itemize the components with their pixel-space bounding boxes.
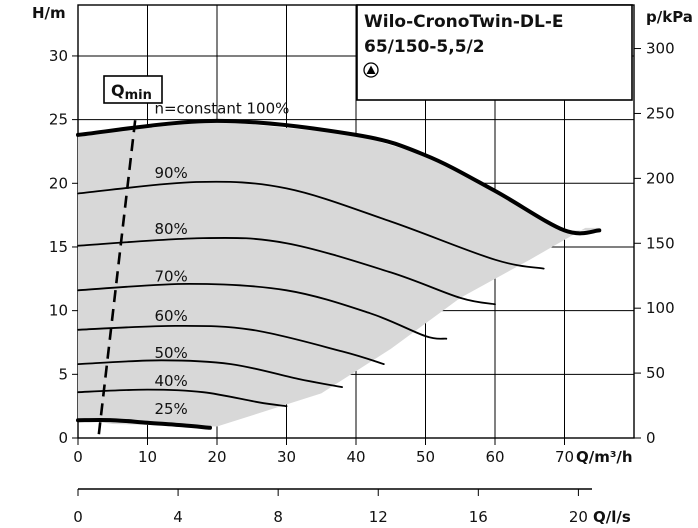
y-axis-left-label: H/m [32,4,66,22]
curve-label: 50% [154,344,187,362]
operating-range-area [78,120,600,427]
curve-7 [76,417,212,430]
curve-0 [76,118,602,236]
y2-tick-label: 250 [646,104,675,122]
curve-label: n=constant 100% [154,99,289,117]
qmin-label: Qmin [103,75,163,104]
qmin-text: Qmin [111,81,152,103]
curve-1 [77,180,545,270]
x2-tick-label: 0 [73,508,83,526]
y-tick-label: 25 [49,111,68,129]
single-pump-icon [363,62,379,78]
curve-label: 80% [154,220,187,238]
y2-tick-label: 200 [646,169,675,187]
x-tick-label: 30 [277,448,296,466]
curve-label: 40% [154,372,187,390]
y-axis-right-label: p/kPa [646,8,693,26]
x-axis-label: Q/m³/h [576,448,633,466]
curve-4 [77,324,385,365]
y2-tick-label: 100 [646,299,675,317]
y2-tick-label: 50 [646,364,665,382]
curve-label: 70% [154,267,187,285]
x2-axis-label: Q/l/s [593,508,631,526]
y2-tick-label: 300 [646,40,675,58]
y-tick-label: 15 [49,238,68,256]
y2-tick-label: 150 [646,234,675,252]
x2-tick-label: 4 [173,508,183,526]
y-tick-label: 10 [49,302,68,320]
curve-3 [77,282,448,340]
y-tick-label: 0 [58,429,68,447]
curve-2 [77,236,496,306]
x-tick-label: 10 [138,448,157,466]
x-tick-label: 0 [73,448,83,466]
curve-label: 25% [154,400,187,418]
x2-tick-label: 20 [569,508,588,526]
curve-label: 60% [154,307,187,325]
x2-tick-label: 8 [273,508,283,526]
chart-title: Wilo-CronoTwin-DL-E [364,12,564,32]
x-tick-label: 40 [346,448,365,466]
y-tick-label: 30 [49,47,68,65]
curve-layer [76,115,602,435]
qmin-line [97,115,137,435]
x2-tick-label: 12 [369,508,388,526]
y2-tick-label: 0 [646,429,656,447]
curve-label-layer: n=constant 100% 90% 80% 70% 60% 50% 40% 25% [154,99,289,418]
x-tick-label: 50 [416,448,435,466]
tick-layer: 0 10 20 30 40 50 60 700510152025300501001502002… [49,40,675,526]
y-tick-label: 5 [58,365,68,383]
x-tick-label: 20 [207,448,226,466]
x2-tick-label: 16 [469,508,488,526]
x-tick-label: 70 [555,448,574,466]
curve-label: 90% [154,164,187,182]
x-tick-label: 60 [485,448,504,466]
curve-5 [77,359,343,388]
title-box: Wilo-CronoTwin-DL-E 65/150-5,5/2 [356,4,633,101]
chart-subtitle: 65/150-5,5/2 [364,37,485,57]
curve-6 [77,388,288,408]
y-tick-label: 20 [49,174,68,192]
